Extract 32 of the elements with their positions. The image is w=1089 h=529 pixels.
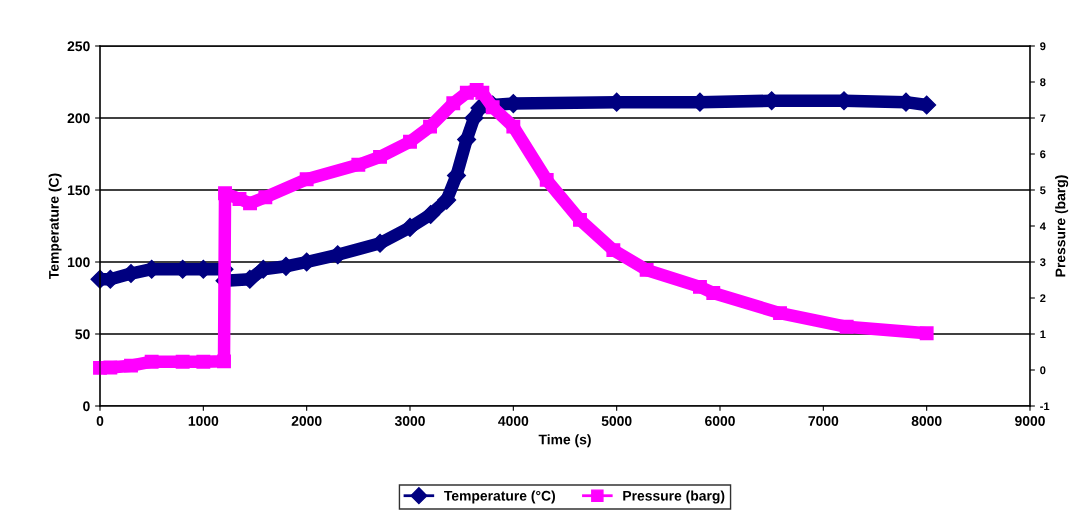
y2-tick-label: 6 — [1040, 150, 1046, 159]
x-tick-label: 2000 — [291, 416, 322, 426]
y2-tick-label: 9 — [1040, 42, 1046, 51]
y2-tick-label: 7 — [1040, 114, 1046, 123]
x-tick-label: 5000 — [601, 416, 632, 426]
y2-tick-label: 4 — [1039, 222, 1046, 231]
y-tick-label: 250 — [67, 41, 90, 52]
x-tick-label: 8000 — [911, 416, 942, 426]
y2-tick-label: 5 — [1040, 186, 1046, 195]
x-tick-label: 4000 — [498, 416, 529, 426]
y-tick-label: 200 — [67, 113, 90, 124]
x-tick-label: 9000 — [1015, 416, 1045, 426]
y-tick-label: 100 — [67, 257, 90, 268]
y-tick-label: 0 — [83, 401, 90, 412]
y2-tick-label: 2 — [1040, 294, 1046, 303]
legend-label: Temperature (°C) — [444, 490, 555, 504]
x-tick-label: 0 — [96, 416, 104, 426]
x-tick-label: 1000 — [188, 416, 219, 426]
y2-tick-label: 0 — [1040, 366, 1046, 375]
y2-tick-label: 8 — [1040, 78, 1046, 87]
x-axis-title: Time (s) — [538, 434, 591, 448]
x-tick-label: 6000 — [705, 416, 735, 426]
y2-tick-label: -1 — [1040, 402, 1050, 411]
y2-tick-label: 1 — [1040, 330, 1046, 339]
y-axis-title: Temperature (C) — [48, 173, 62, 279]
legend-label: Pressure (barg) — [623, 490, 725, 504]
y2-tick-label: 3 — [1039, 258, 1046, 267]
x-tick-label: 3000 — [394, 416, 425, 426]
y-tick-label: 150 — [67, 185, 90, 196]
y-tick-label: 50 — [75, 329, 90, 340]
y2-axis-title: Pressure (barg) — [1055, 175, 1069, 277]
x-tick-label: 7000 — [808, 416, 839, 426]
